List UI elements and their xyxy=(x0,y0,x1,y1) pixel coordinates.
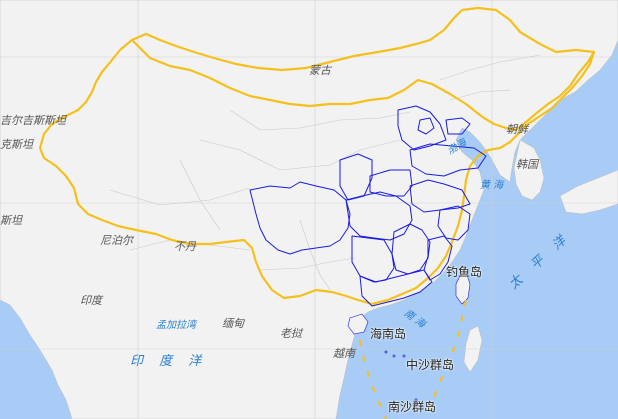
label-laos: 老挝 xyxy=(280,327,302,340)
label-indian-ocean: 印 度 洋 xyxy=(130,354,208,369)
label-mongolia: 蒙古 xyxy=(309,64,331,77)
label-bay-of-bengal: 孟加拉湾 xyxy=(156,320,196,331)
province-borders xyxy=(109,54,541,291)
label-myanmar: 缅甸 xyxy=(222,317,244,330)
label-kyrgyzstan: 吉尔吉斯斯坦 xyxy=(0,114,66,127)
label-north-korea: 朝鲜 xyxy=(506,123,528,136)
label-afghanistan: 斯坦 xyxy=(0,214,22,227)
south-china-sea-dashed-line xyxy=(359,299,467,419)
highlighted-provinces xyxy=(249,105,487,307)
national-border xyxy=(38,6,596,306)
label-hainan-island: 海南岛 xyxy=(370,327,407,341)
hainan-island xyxy=(347,313,369,335)
label-bhutan: 不丹 xyxy=(174,240,196,253)
label-vietnam: 越南 xyxy=(333,347,355,360)
label-diaoyu-island: 钓鱼岛 xyxy=(446,265,483,279)
label-nansha-islands: 南沙群岛 xyxy=(388,400,437,414)
label-tajikistan: 克斯坦 xyxy=(0,138,33,151)
mongolia-border xyxy=(131,9,463,72)
island-markers xyxy=(384,266,476,408)
label-south-korea: 韩国 xyxy=(516,158,538,171)
label-zhongsha-islands: 中沙群岛 xyxy=(406,358,455,372)
label-yellow-sea: 黄 海 xyxy=(480,180,504,191)
label-india: 印度 xyxy=(80,294,102,307)
korea-peninsula xyxy=(513,139,545,201)
label-nepal: 尼泊尔 xyxy=(100,234,133,247)
